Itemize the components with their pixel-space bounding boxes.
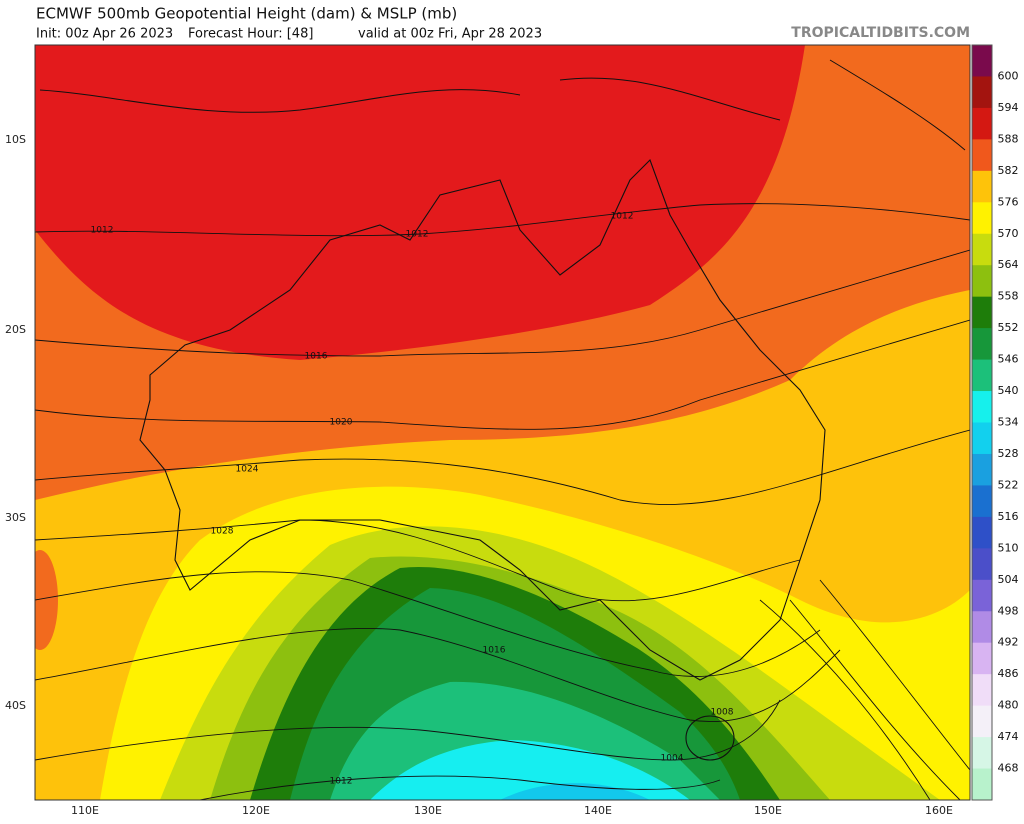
lon-label: 140E: [584, 804, 612, 817]
colorbar-swatch: [972, 76, 992, 109]
isobar-label: 1020: [330, 418, 353, 428]
init-time: Init: 00z Apr 26 2023: [36, 27, 173, 42]
colorbar-swatch: [972, 642, 992, 675]
lon-label: 120E: [242, 804, 270, 817]
lon-label: 130E: [414, 804, 442, 817]
colorbar-swatch: [972, 579, 992, 612]
colorbar-swatch: [972, 422, 992, 455]
colorbar-swatch: [972, 768, 992, 801]
colorbar-swatch: [972, 548, 992, 581]
isobar-label: 1012: [91, 226, 114, 236]
colorbar-label: 522: [998, 478, 1019, 491]
colorbar-swatch: [972, 485, 992, 518]
height-528: [500, 783, 650, 800]
colorbar-label: 540: [998, 384, 1019, 397]
colorbar-label: 516: [998, 510, 1019, 523]
colorbar-swatch: [972, 202, 992, 235]
colorbar-label: 468: [998, 762, 1019, 775]
lon-label: 150E: [754, 804, 782, 817]
isobar: [35, 627, 841, 722]
lon-label: 110E: [71, 804, 99, 817]
isobar-label: 1016: [483, 646, 506, 656]
colorbar-swatch: [972, 139, 992, 172]
coastline-islands: [39, 59, 966, 151]
colorbar-label: 546: [998, 353, 1019, 366]
colorbar-swatch: [972, 233, 992, 266]
colorbar-swatch: [972, 453, 992, 486]
colorbar-swatch: [972, 516, 992, 549]
isobar-label: 1012: [406, 230, 429, 240]
colorbar-label: 570: [998, 227, 1019, 240]
isobar: [35, 429, 970, 505]
isobar-label: 1024: [236, 465, 259, 475]
colorbar-swatch: [972, 265, 992, 298]
isobar-label: 1028: [211, 527, 234, 537]
colorbar-swatch: [972, 296, 992, 329]
height-582-blob: [35, 550, 58, 650]
colorbar-swatch: [972, 45, 992, 77]
colorbar-swatch: [972, 170, 992, 203]
colorbar-label: 510: [998, 541, 1019, 554]
colorbar-label: 600: [998, 69, 1019, 82]
isobar-label: 1012: [330, 777, 353, 787]
colorbar-swatch: [972, 611, 992, 644]
coastline-tasmania: [685, 715, 735, 761]
isobar: [35, 571, 821, 677]
colorbar-label: 588: [998, 132, 1019, 145]
colorbar-swatch: [972, 107, 992, 140]
colorbar-label: 582: [998, 164, 1019, 177]
isobar-label: 1016: [305, 352, 328, 362]
lat-label: 20S: [5, 323, 26, 336]
colorbar-swatch: [972, 705, 992, 738]
colorbar-frame: [971, 44, 993, 801]
colorbar-swatch: [972, 674, 992, 707]
colorbar-label: 594: [998, 101, 1019, 114]
watermark: TROPICALTIDBITS.COM: [791, 25, 970, 41]
colorbar-swatch: [972, 391, 992, 423]
lat-label: 40S: [5, 699, 26, 712]
colorbar-label: 534: [998, 416, 1019, 429]
colorbar-label: 480: [998, 699, 1019, 712]
map-labels: 10S 20S 30S 40S 110E 120E 130E 140E 150E 160E 1012…: [5, 133, 953, 817]
colorbar-swatch: [972, 328, 992, 361]
isobar-label: 1004: [661, 754, 684, 764]
height-534: [370, 740, 690, 800]
isobar: [35, 203, 970, 237]
colorbar-label: 504: [998, 573, 1019, 586]
colorbar-label: 552: [998, 321, 1019, 334]
isobar-label: 1012: [611, 212, 634, 222]
isobar: [35, 249, 970, 357]
colorbar-swatch: [972, 737, 992, 770]
lon-label: 160E: [925, 804, 953, 817]
isobar: [759, 579, 970, 800]
colorbar-label: 492: [998, 636, 1019, 649]
colorbar-label: 486: [998, 667, 1019, 680]
lat-label: 30S: [5, 511, 26, 524]
forecast-hour: Forecast Hour: [48]: [188, 27, 313, 42]
isobar-label: 1008: [711, 708, 734, 718]
colorbar-label: 528: [998, 447, 1019, 460]
colorbar-label: 576: [998, 195, 1019, 208]
colorbar: 600 594 588 582 576 570 564 558 552 546 540 534 528 5…: [971, 44, 1019, 801]
isobar: [35, 519, 801, 602]
colorbar-label: 474: [998, 730, 1019, 743]
valid-time: valid at 00z Fri, Apr 28 2023: [358, 27, 542, 42]
colorbar-swatch: [972, 359, 992, 392]
coastline-australia: [139, 159, 826, 681]
colorbar-label: 558: [998, 290, 1019, 303]
colorbar-label: 564: [998, 258, 1019, 271]
title: ECMWF 500mb Geopotential Height (dam) & …: [36, 5, 457, 23]
isobar: [35, 319, 970, 430]
lat-label: 10S: [5, 133, 26, 146]
map-area: [35, 45, 970, 800]
colorbar-label: 498: [998, 604, 1019, 617]
isobar: [199, 775, 721, 800]
map-frame: [34, 44, 971, 801]
isobar: [35, 699, 781, 761]
